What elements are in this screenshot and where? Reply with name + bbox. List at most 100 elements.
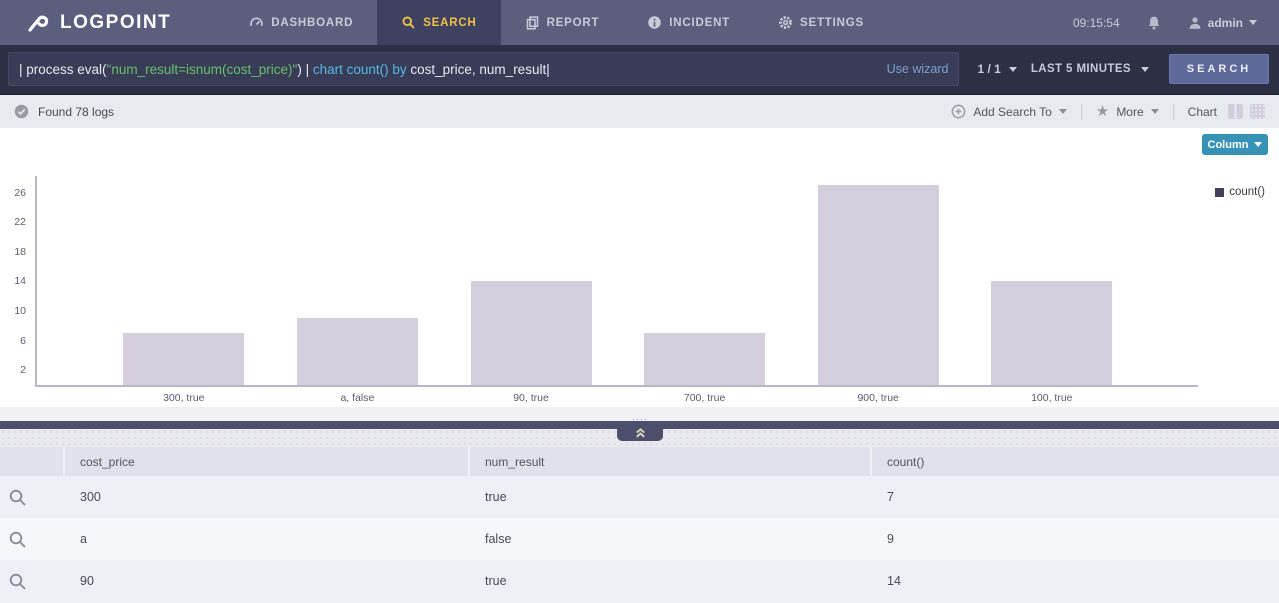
- query-segment: | process eval(: [19, 61, 107, 77]
- user-menu[interactable]: admin: [1188, 16, 1257, 30]
- chart-label: Chart: [1187, 104, 1217, 119]
- table-cell: true: [485, 574, 507, 588]
- table-cell: false: [485, 532, 512, 546]
- tab-label: SEARCH: [423, 16, 477, 29]
- header-cell-num-result[interactable]: num_result: [470, 447, 872, 476]
- search-button[interactable]: SEARCH: [1169, 54, 1269, 84]
- report-icon: [525, 15, 540, 30]
- y-tick-label: 18: [14, 245, 26, 258]
- tab-search[interactable]: SEARCH: [377, 0, 501, 45]
- query-input[interactable]: | process eval("num_result=isnum(cost_pr…: [8, 52, 960, 86]
- more-button[interactable]: ★ More: [1096, 104, 1159, 119]
- tab-dashboard[interactable]: DASHBOARD: [225, 0, 377, 45]
- query-text: | process eval("num_result=isnum(cost_pr…: [19, 62, 879, 77]
- tab-incident[interactable]: INCIDENT: [623, 0, 754, 45]
- legend-label: count(): [1229, 186, 1265, 198]
- collapse-table-button[interactable]: [617, 421, 663, 441]
- table-cell: true: [485, 490, 507, 504]
- query-segment: chart count() by: [312, 61, 411, 77]
- chart-panel: Column 2 6 10 14 18 22 26 300, true a, false 90, …: [0, 128, 1279, 407]
- time-range-picker[interactable]: LAST 5 MINUTES: [1031, 63, 1149, 75]
- result-pager[interactable]: 1 / 1: [977, 62, 1017, 76]
- legend-swatch: [1215, 187, 1225, 197]
- table-cell: 14: [887, 574, 901, 588]
- table-header: cost_price num_result count(): [0, 447, 1279, 476]
- x-category-label: 90, true: [513, 392, 549, 404]
- chevron-down-icon: [1141, 66, 1149, 72]
- chart-bar[interactable]: [296, 318, 418, 385]
- table-row: a false 9: [0, 518, 1279, 560]
- pager-label: 1 / 1: [977, 62, 1001, 76]
- incident-icon: [647, 15, 662, 30]
- results-table: cost_price num_result count() 300 true 7 a f…: [0, 447, 1279, 603]
- y-tick-label: 6: [20, 334, 26, 347]
- header-cell-cost-price[interactable]: cost_price: [65, 447, 470, 476]
- magnifier-icon: [9, 531, 26, 548]
- chart-bar[interactable]: [644, 333, 766, 385]
- found-logs-text: Found 78 logs: [38, 104, 115, 119]
- x-category-label: 100, true: [1031, 392, 1073, 404]
- header-cell-count[interactable]: count(): [872, 447, 1279, 476]
- column-view-icon[interactable]: [1228, 104, 1243, 119]
- chevron-down-icon: [1008, 66, 1017, 72]
- row-search-button[interactable]: [0, 518, 65, 560]
- table-row: 90 true 14: [0, 560, 1279, 602]
- tab-report[interactable]: REPORT: [501, 0, 624, 45]
- add-search-to-label: Add Search To: [973, 104, 1052, 119]
- grid-view-icon[interactable]: [1250, 104, 1265, 119]
- y-tick-label: 26: [14, 186, 26, 199]
- chart-bar[interactable]: [123, 333, 245, 385]
- chart-bar[interactable]: [991, 281, 1113, 385]
- tab-settings[interactable]: SETTINGS: [754, 0, 888, 45]
- x-category-label: 300, true: [163, 392, 205, 404]
- x-axis: [35, 385, 1198, 387]
- query-segment: cost_price, num_result: [410, 61, 547, 77]
- header-cell-icon: [0, 447, 65, 476]
- user-icon: [1189, 16, 1201, 29]
- chart-type-label: Column: [1207, 138, 1249, 151]
- y-axis: [35, 176, 37, 385]
- row-search-button[interactable]: [0, 560, 65, 602]
- chevron-down-icon: [1249, 20, 1257, 25]
- username: admin: [1207, 15, 1243, 30]
- tab-label: REPORT: [546, 16, 600, 29]
- chevron-down-icon: [1150, 109, 1159, 114]
- logpoint-logo-icon: [26, 10, 52, 36]
- navbar-right: 09:15:54 admin: [1073, 0, 1279, 45]
- chevron-up-icon: [634, 427, 647, 439]
- tab-label: INCIDENT: [669, 16, 731, 29]
- separator: [1172, 103, 1174, 120]
- check-circle-icon: [14, 104, 29, 119]
- plus-circle-icon: [951, 104, 966, 119]
- query-segment: ) |: [297, 61, 313, 77]
- x-category-label: 900, true: [857, 392, 899, 404]
- x-category-label: a, false: [340, 392, 375, 404]
- text-cursor: |: [546, 61, 550, 77]
- chart-bar[interactable]: [817, 185, 939, 385]
- query-segment: "num_result=isnum(cost_price)": [106, 61, 298, 77]
- search-bar: | process eval("num_result=isnum(cost_pr…: [0, 45, 1279, 95]
- separator: [1080, 103, 1082, 120]
- tab-label: DASHBOARD: [271, 16, 354, 29]
- x-category-label: 700, true: [683, 392, 726, 404]
- search-icon: [401, 15, 416, 30]
- logo-text: LOGPOINT: [60, 11, 172, 33]
- use-wizard-link[interactable]: Use wizard: [886, 62, 949, 76]
- star-icon: ★: [1095, 103, 1110, 120]
- chevron-down-icon: [1254, 142, 1263, 147]
- panel-splitter[interactable]: [0, 421, 1279, 441]
- clock: 09:15:54: [1072, 15, 1120, 30]
- notification-bell-icon[interactable]: [1146, 15, 1162, 31]
- row-search-button[interactable]: [0, 476, 65, 518]
- magnifier-icon: [9, 489, 26, 506]
- table-cell: a: [80, 532, 87, 546]
- top-navbar: LOGPOINT DASHBOARD SEARCH: [0, 0, 1279, 45]
- add-search-to-button[interactable]: Add Search To: [951, 104, 1067, 119]
- status-bar: Found 78 logs Add Search To ★ More Chart: [0, 95, 1279, 128]
- logo[interactable]: LOGPOINT: [0, 0, 189, 45]
- magnifier-icon: [9, 573, 26, 590]
- y-tick-label: 10: [14, 305, 26, 317]
- chart-bar[interactable]: [470, 281, 592, 385]
- chart-type-dropdown[interactable]: Column: [1202, 134, 1268, 155]
- chart-legend: count(): [1215, 186, 1265, 198]
